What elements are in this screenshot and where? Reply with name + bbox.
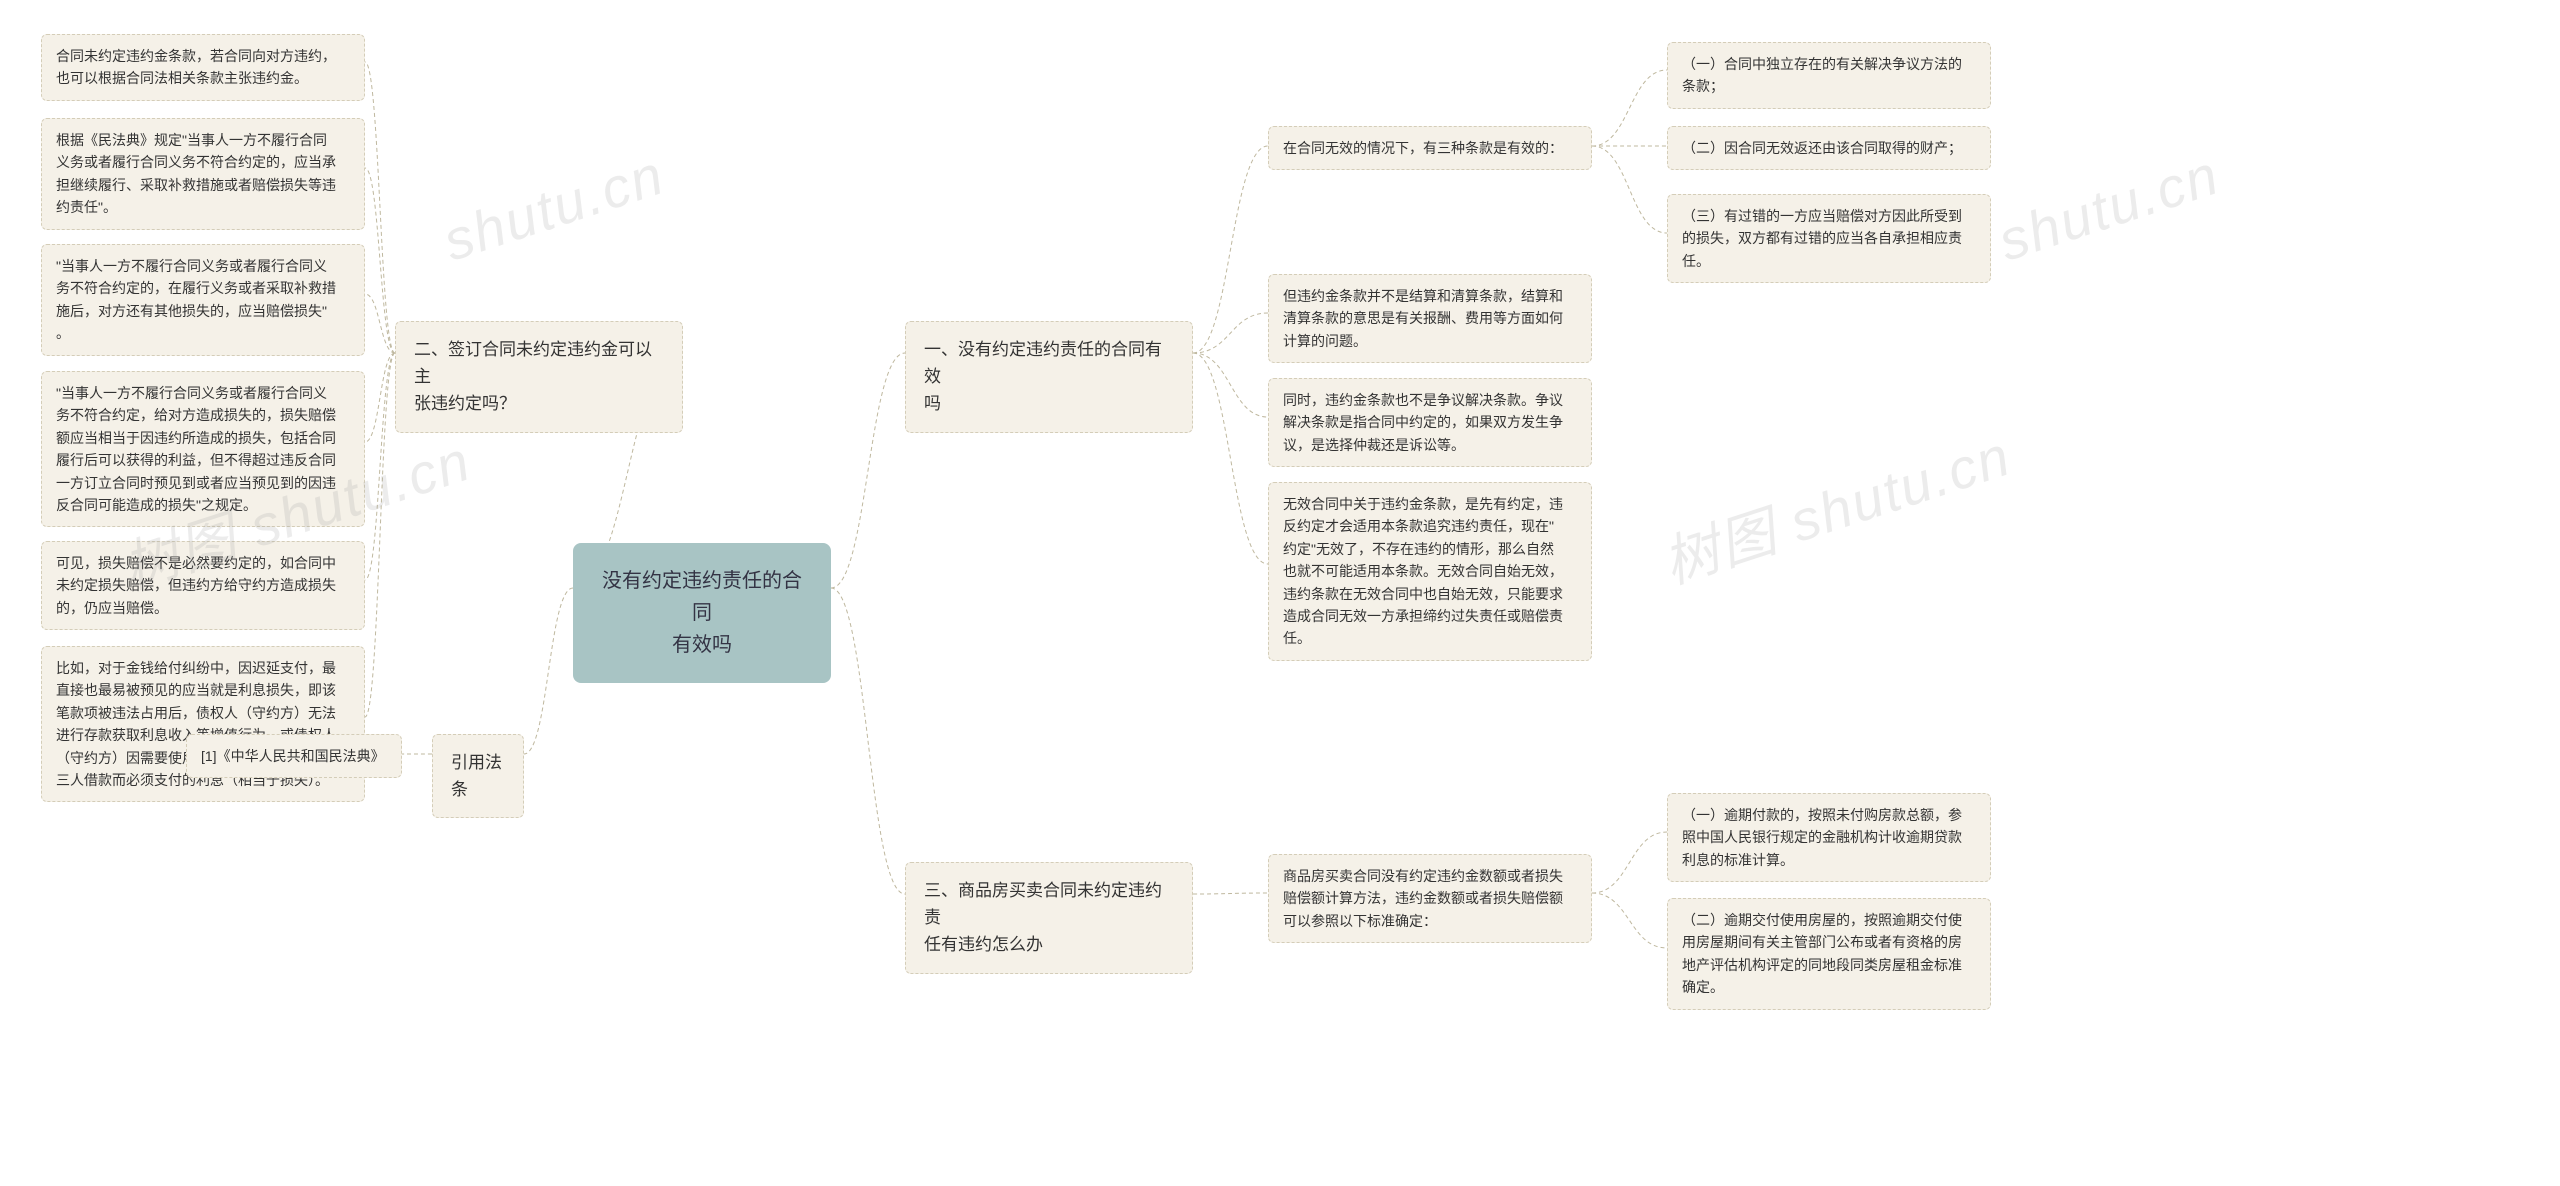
leaf-l1_1[interactable]: 在合同无效的情况下，有三种条款是有效的： — [1268, 126, 1592, 170]
connector — [365, 353, 395, 717]
connector — [365, 62, 395, 353]
branch-b4[interactable]: 引用法条 — [432, 734, 524, 818]
leaf-l1_3[interactable]: 同时，违约金条款也不是争议解决条款。争议解决条款是指合同中约定的，如果双方发生争… — [1268, 378, 1592, 467]
leaf-l4_1[interactable]: [1]《中华人民共和国民法典》 — [186, 734, 402, 778]
connector — [1193, 353, 1268, 417]
leaf-l1_1_3[interactable]: （三）有过错的一方应当赔偿对方因此所受到的损失，双方都有过错的应当各自承担相应责… — [1667, 194, 1991, 283]
connector — [1193, 893, 1268, 894]
connector — [365, 294, 395, 353]
leaf-l1_1_1[interactable]: （一）合同中独立存在的有关解决争议方法的条款； — [1667, 42, 1991, 109]
leaf-l2_1_1[interactable]: （一）逾期付款的，按照未付购房款总额，参照中国人民银行规定的金融机构计收逾期贷款… — [1667, 793, 1991, 882]
branch-b2[interactable]: 三、商品房买卖合同未约定违约责任有违约怎么办 — [905, 862, 1193, 974]
connector — [831, 353, 905, 588]
watermark: 树图 shutu.cn — [1651, 411, 2020, 600]
connector — [1592, 893, 1667, 948]
branch-b1[interactable]: 一、没有约定违约责任的合同有效吗 — [905, 321, 1193, 433]
connector — [1193, 353, 1268, 564]
connector — [1592, 146, 1667, 233]
leaf-l1_2[interactable]: 但违约金条款并不是结算和清算条款，结算和清算条款的意思是有关报酬、费用等方面如何… — [1268, 274, 1592, 363]
connector — [1592, 70, 1667, 146]
leaf-l3_2[interactable]: 根据《民法典》规定"当事人一方不履行合同义务或者履行合同义务不符合约定的，应当承… — [41, 118, 365, 230]
watermark: shutu.cn — [436, 141, 673, 273]
root-node[interactable]: 没有约定违约责任的合同有效吗 — [573, 543, 831, 683]
connector — [524, 588, 573, 754]
connector — [1193, 313, 1268, 353]
leaf-l3_1[interactable]: 合同未约定违约金条款，若合同向对方违约，也可以根据合同法相关条款主张违约金。 — [41, 34, 365, 101]
connector — [1193, 146, 1268, 353]
connector — [365, 353, 395, 442]
leaf-l3_3[interactable]: "当事人一方不履行合同义务或者履行合同义务不符合约定的，在履行义务或者采取补救措… — [41, 244, 365, 356]
connector — [831, 588, 905, 894]
connector — [1592, 832, 1667, 893]
leaf-l3_6[interactable]: 比如，对于金钱给付纠纷中，因迟延支付，最直接也最易被预见的应当就是利息损失，即该… — [41, 646, 365, 802]
leaf-l2_1[interactable]: 商品房买卖合同没有约定违约金数额或者损失赔偿额计算方法，违约金数额或者损失赔偿额… — [1268, 854, 1592, 943]
leaf-l3_5[interactable]: 可见，损失赔偿不是必然要约定的，如合同中未约定损失赔偿，但违约方给守约方造成损失… — [41, 541, 365, 630]
watermark: shutu.cn — [1991, 141, 2228, 273]
leaf-l3_4[interactable]: "当事人一方不履行合同义务或者履行合同义务不符合约定，给对方造成损失的，损失赔偿… — [41, 371, 365, 527]
leaf-l2_1_2[interactable]: （二）逾期交付使用房屋的，按照逾期交付使用房屋期间有关主管部门公布或者有资格的房… — [1667, 898, 1991, 1010]
connector — [365, 353, 395, 580]
connector — [365, 168, 395, 353]
leaf-l1_4[interactable]: 无效合同中关于违约金条款，是先有约定，违反约定才会适用本条款追究违约责任，现在"… — [1268, 482, 1592, 661]
branch-b3[interactable]: 二、签订合同未约定违约金可以主张违约定吗？ — [395, 321, 683, 433]
leaf-l1_1_2[interactable]: （二）因合同无效返还由该合同取得的财产； — [1667, 126, 1991, 170]
